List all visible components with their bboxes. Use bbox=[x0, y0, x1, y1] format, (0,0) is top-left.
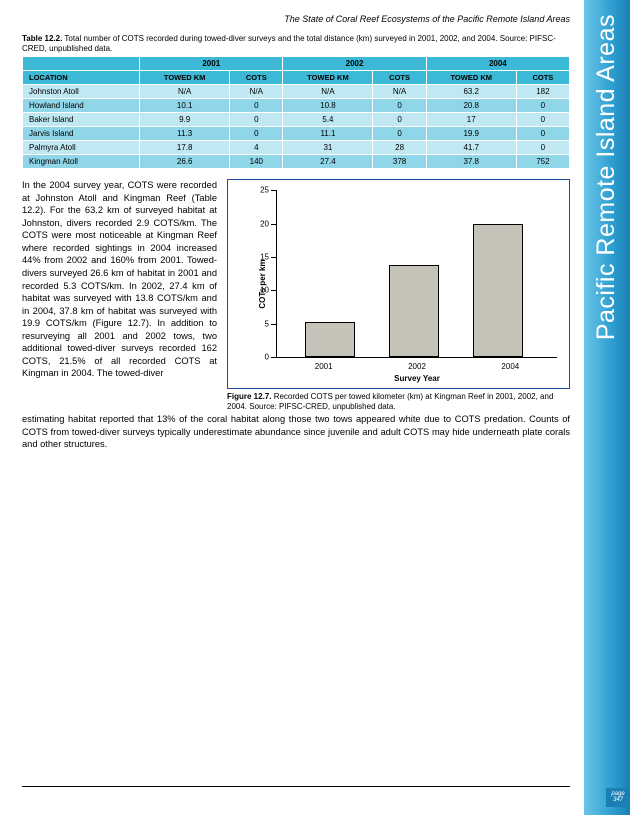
cell-value: N/A bbox=[373, 85, 426, 99]
sidebar-tab: Pacific Remote Island Areas page347 bbox=[584, 0, 630, 815]
table-caption: Table 12.2. Total number of COTS recorde… bbox=[22, 34, 570, 53]
figure-caption: Figure 12.7. Recorded COTS per towed kil… bbox=[227, 392, 570, 411]
cell-value: 17.8 bbox=[140, 141, 230, 155]
table-row: Baker Island9.905.40170 bbox=[23, 113, 570, 127]
cell-value: 10.8 bbox=[283, 99, 373, 113]
cell-value: 28 bbox=[373, 141, 426, 155]
x-tick-label: 2004 bbox=[501, 362, 519, 371]
cell-value: N/A bbox=[140, 85, 230, 99]
cots-table: 2001 2002 2004 LOCATION TOWED KM COTS TO… bbox=[22, 56, 570, 169]
cell-value: 17 bbox=[426, 113, 516, 127]
cell-value: 0 bbox=[373, 113, 426, 127]
table-row: Palmyra Atoll17.84312841.70 bbox=[23, 141, 570, 155]
table-caption-label: Table 12.2. bbox=[22, 34, 62, 43]
cell-value: 0 bbox=[516, 99, 569, 113]
cell-value: 0 bbox=[230, 127, 283, 141]
cell-value: 0 bbox=[516, 127, 569, 141]
year-header: 2001 bbox=[140, 57, 283, 71]
cell-value: 140 bbox=[230, 155, 283, 169]
chart-x-title: Survey Year bbox=[277, 374, 557, 383]
y-tick-label: 15 bbox=[249, 252, 269, 261]
col-location: LOCATION bbox=[23, 71, 140, 85]
year-header: 2002 bbox=[283, 57, 426, 71]
cell-value: 63.2 bbox=[426, 85, 516, 99]
chart-bar bbox=[305, 322, 355, 357]
col-cots: COTS bbox=[230, 71, 283, 85]
cell-value: N/A bbox=[283, 85, 373, 99]
cell-value: 19.9 bbox=[426, 127, 516, 141]
chart-bar bbox=[473, 224, 523, 357]
cell-value: 0 bbox=[373, 99, 426, 113]
y-tick-label: 0 bbox=[249, 353, 269, 362]
cell-value: 4 bbox=[230, 141, 283, 155]
y-tick-label: 25 bbox=[249, 186, 269, 195]
col-cots: COTS bbox=[516, 71, 569, 85]
cell-value: 0 bbox=[373, 127, 426, 141]
y-tick-label: 5 bbox=[249, 319, 269, 328]
year-header: 2004 bbox=[426, 57, 569, 71]
document-header: The State of Coral Reef Ecosystems of th… bbox=[22, 14, 570, 24]
cell-value: 378 bbox=[373, 155, 426, 169]
cell-location: Johnston Atoll bbox=[23, 85, 140, 99]
cell-value: N/A bbox=[230, 85, 283, 99]
cell-value: 5.4 bbox=[283, 113, 373, 127]
cell-value: 20.8 bbox=[426, 99, 516, 113]
cell-value: 31 bbox=[283, 141, 373, 155]
col-towed: TOWED KM bbox=[426, 71, 516, 85]
cell-value: 0 bbox=[516, 141, 569, 155]
cell-value: 27.4 bbox=[283, 155, 373, 169]
cell-value: 752 bbox=[516, 155, 569, 169]
x-tick-label: 2002 bbox=[408, 362, 426, 371]
cell-location: Palmyra Atoll bbox=[23, 141, 140, 155]
footer-rule bbox=[22, 786, 570, 787]
cell-value: 182 bbox=[516, 85, 569, 99]
table-caption-text: Total number of COTS recorded during tow… bbox=[22, 34, 556, 53]
body-paragraph-1: In the 2004 survey year, COTS were recor… bbox=[22, 179, 217, 380]
col-cots: COTS bbox=[373, 71, 426, 85]
cell-location: Howland Island bbox=[23, 99, 140, 113]
cell-value: 0 bbox=[230, 113, 283, 127]
cots-bar-chart: COTs per km 2001 2002 2004 Survey Year 0 5 1… bbox=[227, 179, 570, 389]
cell-value: 41.7 bbox=[426, 141, 516, 155]
x-tick-label: 2001 bbox=[315, 362, 333, 371]
figure-caption-label: Figure 12.7. bbox=[227, 392, 271, 401]
cell-location: Baker Island bbox=[23, 113, 140, 127]
y-tick-label: 10 bbox=[249, 286, 269, 295]
page-number-tag: page347 bbox=[606, 788, 630, 807]
chart-y-title: COTs per km bbox=[258, 260, 267, 309]
cell-value: 9.9 bbox=[140, 113, 230, 127]
body-paragraph-2: estimating habitat reported that 13% of … bbox=[22, 413, 570, 451]
col-towed: TOWED KM bbox=[283, 71, 373, 85]
figure-caption-text: Recorded COTS per towed kilometer (km) a… bbox=[227, 392, 553, 411]
table-row: Howland Island10.1010.8020.80 bbox=[23, 99, 570, 113]
cell-value: 26.6 bbox=[140, 155, 230, 169]
chart-bar bbox=[389, 265, 439, 357]
cell-value: 0 bbox=[516, 113, 569, 127]
table-row: Kingman Atoll26.614027.437837.8752 bbox=[23, 155, 570, 169]
cell-location: Jarvis Island bbox=[23, 127, 140, 141]
cell-value: 0 bbox=[230, 99, 283, 113]
cell-value: 10.1 bbox=[140, 99, 230, 113]
sidebar-label: Pacific Remote Island Areas bbox=[592, 14, 621, 340]
y-tick-label: 20 bbox=[249, 219, 269, 228]
cell-value: 11.1 bbox=[283, 127, 373, 141]
cell-location: Kingman Atoll bbox=[23, 155, 140, 169]
table-row: Johnston AtollN/AN/AN/AN/A63.2182 bbox=[23, 85, 570, 99]
col-towed: TOWED KM bbox=[140, 71, 230, 85]
cell-value: 37.8 bbox=[426, 155, 516, 169]
blank-header bbox=[23, 57, 140, 71]
cell-value: 11.3 bbox=[140, 127, 230, 141]
table-row: Jarvis Island11.3011.1019.90 bbox=[23, 127, 570, 141]
